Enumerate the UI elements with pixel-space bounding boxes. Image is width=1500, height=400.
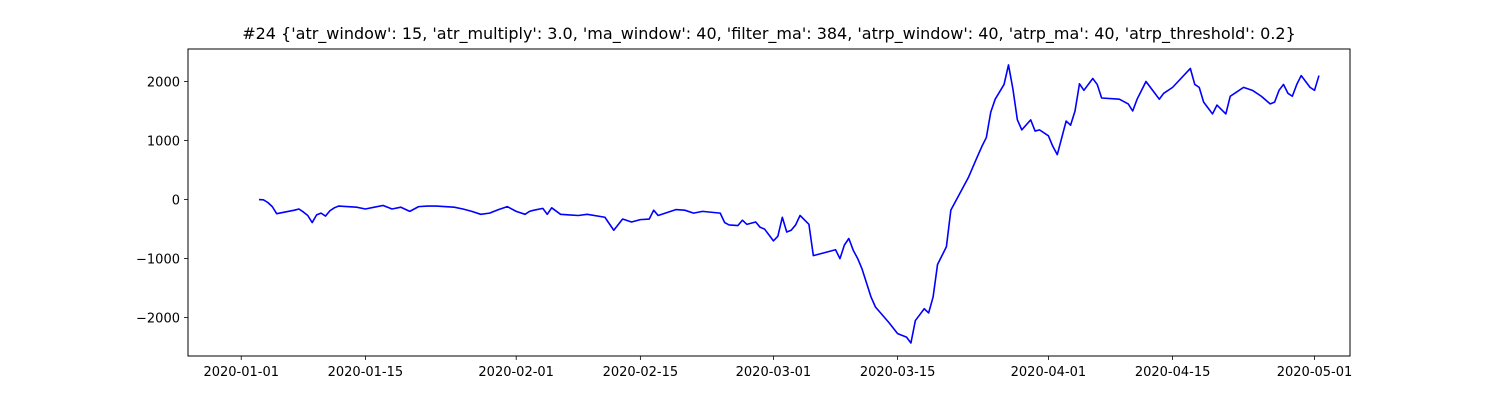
y-tick-label: 2000	[147, 75, 180, 90]
x-tick-label: 2020-02-01	[478, 365, 554, 380]
y-tick-label: −2000	[136, 312, 180, 327]
x-tick-label: 2020-02-15	[603, 365, 679, 380]
y-tick-label: −1000	[136, 253, 180, 268]
x-tick-label: 2020-04-01	[1011, 365, 1087, 380]
x-tick-label: 2020-01-15	[328, 365, 404, 380]
plot-frame	[187, 48, 1351, 357]
x-axis: 2020-01-01 2020-01-15 2020-02-01 2020-02-15…	[203, 356, 1352, 380]
x-tick-label: 2020-03-01	[736, 365, 812, 380]
x-tick-label: 2020-05-01	[1277, 365, 1353, 380]
y-axis: −2000 −1000 0 1000 2000	[136, 75, 188, 327]
y-tick-label: 1000	[147, 135, 180, 150]
chart-title: #24 {'atr_window': 15, 'atr_multiply': 3…	[242, 24, 1296, 44]
x-tick-label: 2020-04-15	[1135, 365, 1211, 380]
y-tick-label: 0	[172, 194, 180, 209]
series-line	[258, 64, 1320, 344]
x-tick-label: 2020-03-15	[860, 365, 936, 380]
plot-area	[258, 64, 1320, 344]
x-tick-label: 2020-01-01	[203, 365, 279, 380]
